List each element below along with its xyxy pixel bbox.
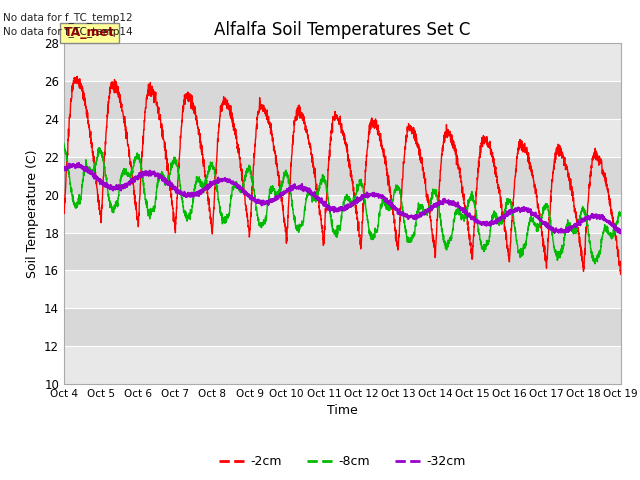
Bar <box>64 119 621 157</box>
Bar <box>64 195 621 232</box>
Bar <box>64 232 621 270</box>
Legend: -2cm, -8cm, -32cm: -2cm, -8cm, -32cm <box>214 450 470 473</box>
Text: No data for f_TC_temp12: No data for f_TC_temp12 <box>3 12 133 23</box>
Bar <box>64 157 621 195</box>
Text: TA_met: TA_met <box>64 26 115 39</box>
Bar <box>64 270 621 308</box>
Title: Alfalfa Soil Temperatures Set C: Alfalfa Soil Temperatures Set C <box>214 21 470 39</box>
X-axis label: Time: Time <box>327 405 358 418</box>
Y-axis label: Soil Temperature (C): Soil Temperature (C) <box>26 149 38 278</box>
Bar <box>64 308 621 346</box>
Bar <box>64 43 621 81</box>
Bar <box>64 346 621 384</box>
Bar <box>64 81 621 119</box>
Text: No data for f_TC_temp14: No data for f_TC_temp14 <box>3 26 133 37</box>
